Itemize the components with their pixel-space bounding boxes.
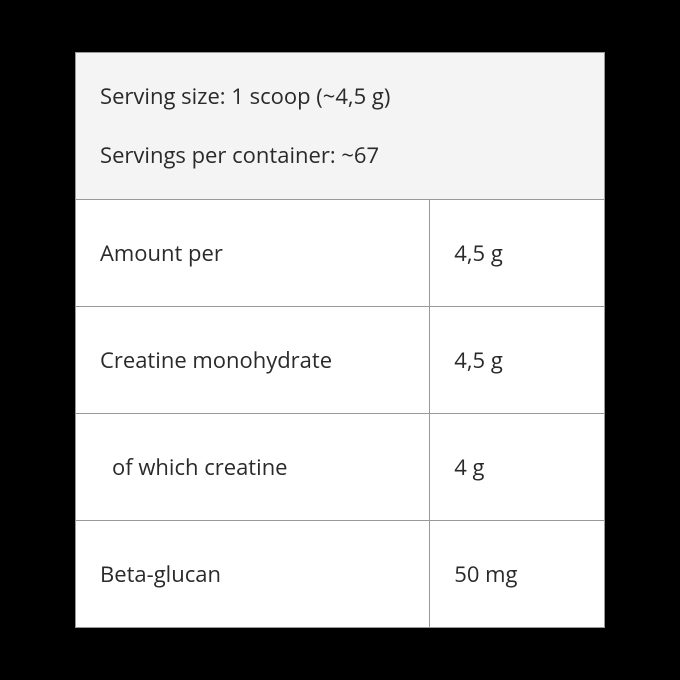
servings-per-container-text: Servings per container: ~67 <box>100 140 580 171</box>
nutrition-facts-panel: Serving size: 1 scoop (~4,5 g) Servings … <box>75 52 605 628</box>
row-value: 50 mg <box>430 520 604 627</box>
row-value: 4,5 g <box>430 200 604 307</box>
table-row: Creatine monohydrate 4,5 g <box>76 306 604 413</box>
row-value: 4,5 g <box>430 306 604 413</box>
row-label: Amount per <box>76 200 430 307</box>
serving-size-text: Serving size: 1 scoop (~4,5 g) <box>100 81 580 112</box>
table-row: of which creatine 4 g <box>76 413 604 520</box>
nutrition-table: Amount per 4,5 g Creatine monohydrate 4,… <box>76 200 604 627</box>
nutrition-header: Serving size: 1 scoop (~4,5 g) Servings … <box>76 53 604 200</box>
row-value: 4 g <box>430 413 604 520</box>
row-label-indented: of which creatine <box>76 413 430 520</box>
row-label: Beta-glucan <box>76 520 430 627</box>
table-row: Amount per 4,5 g <box>76 200 604 307</box>
table-row: Beta-glucan 50 mg <box>76 520 604 627</box>
row-label: Creatine monohydrate <box>76 306 430 413</box>
